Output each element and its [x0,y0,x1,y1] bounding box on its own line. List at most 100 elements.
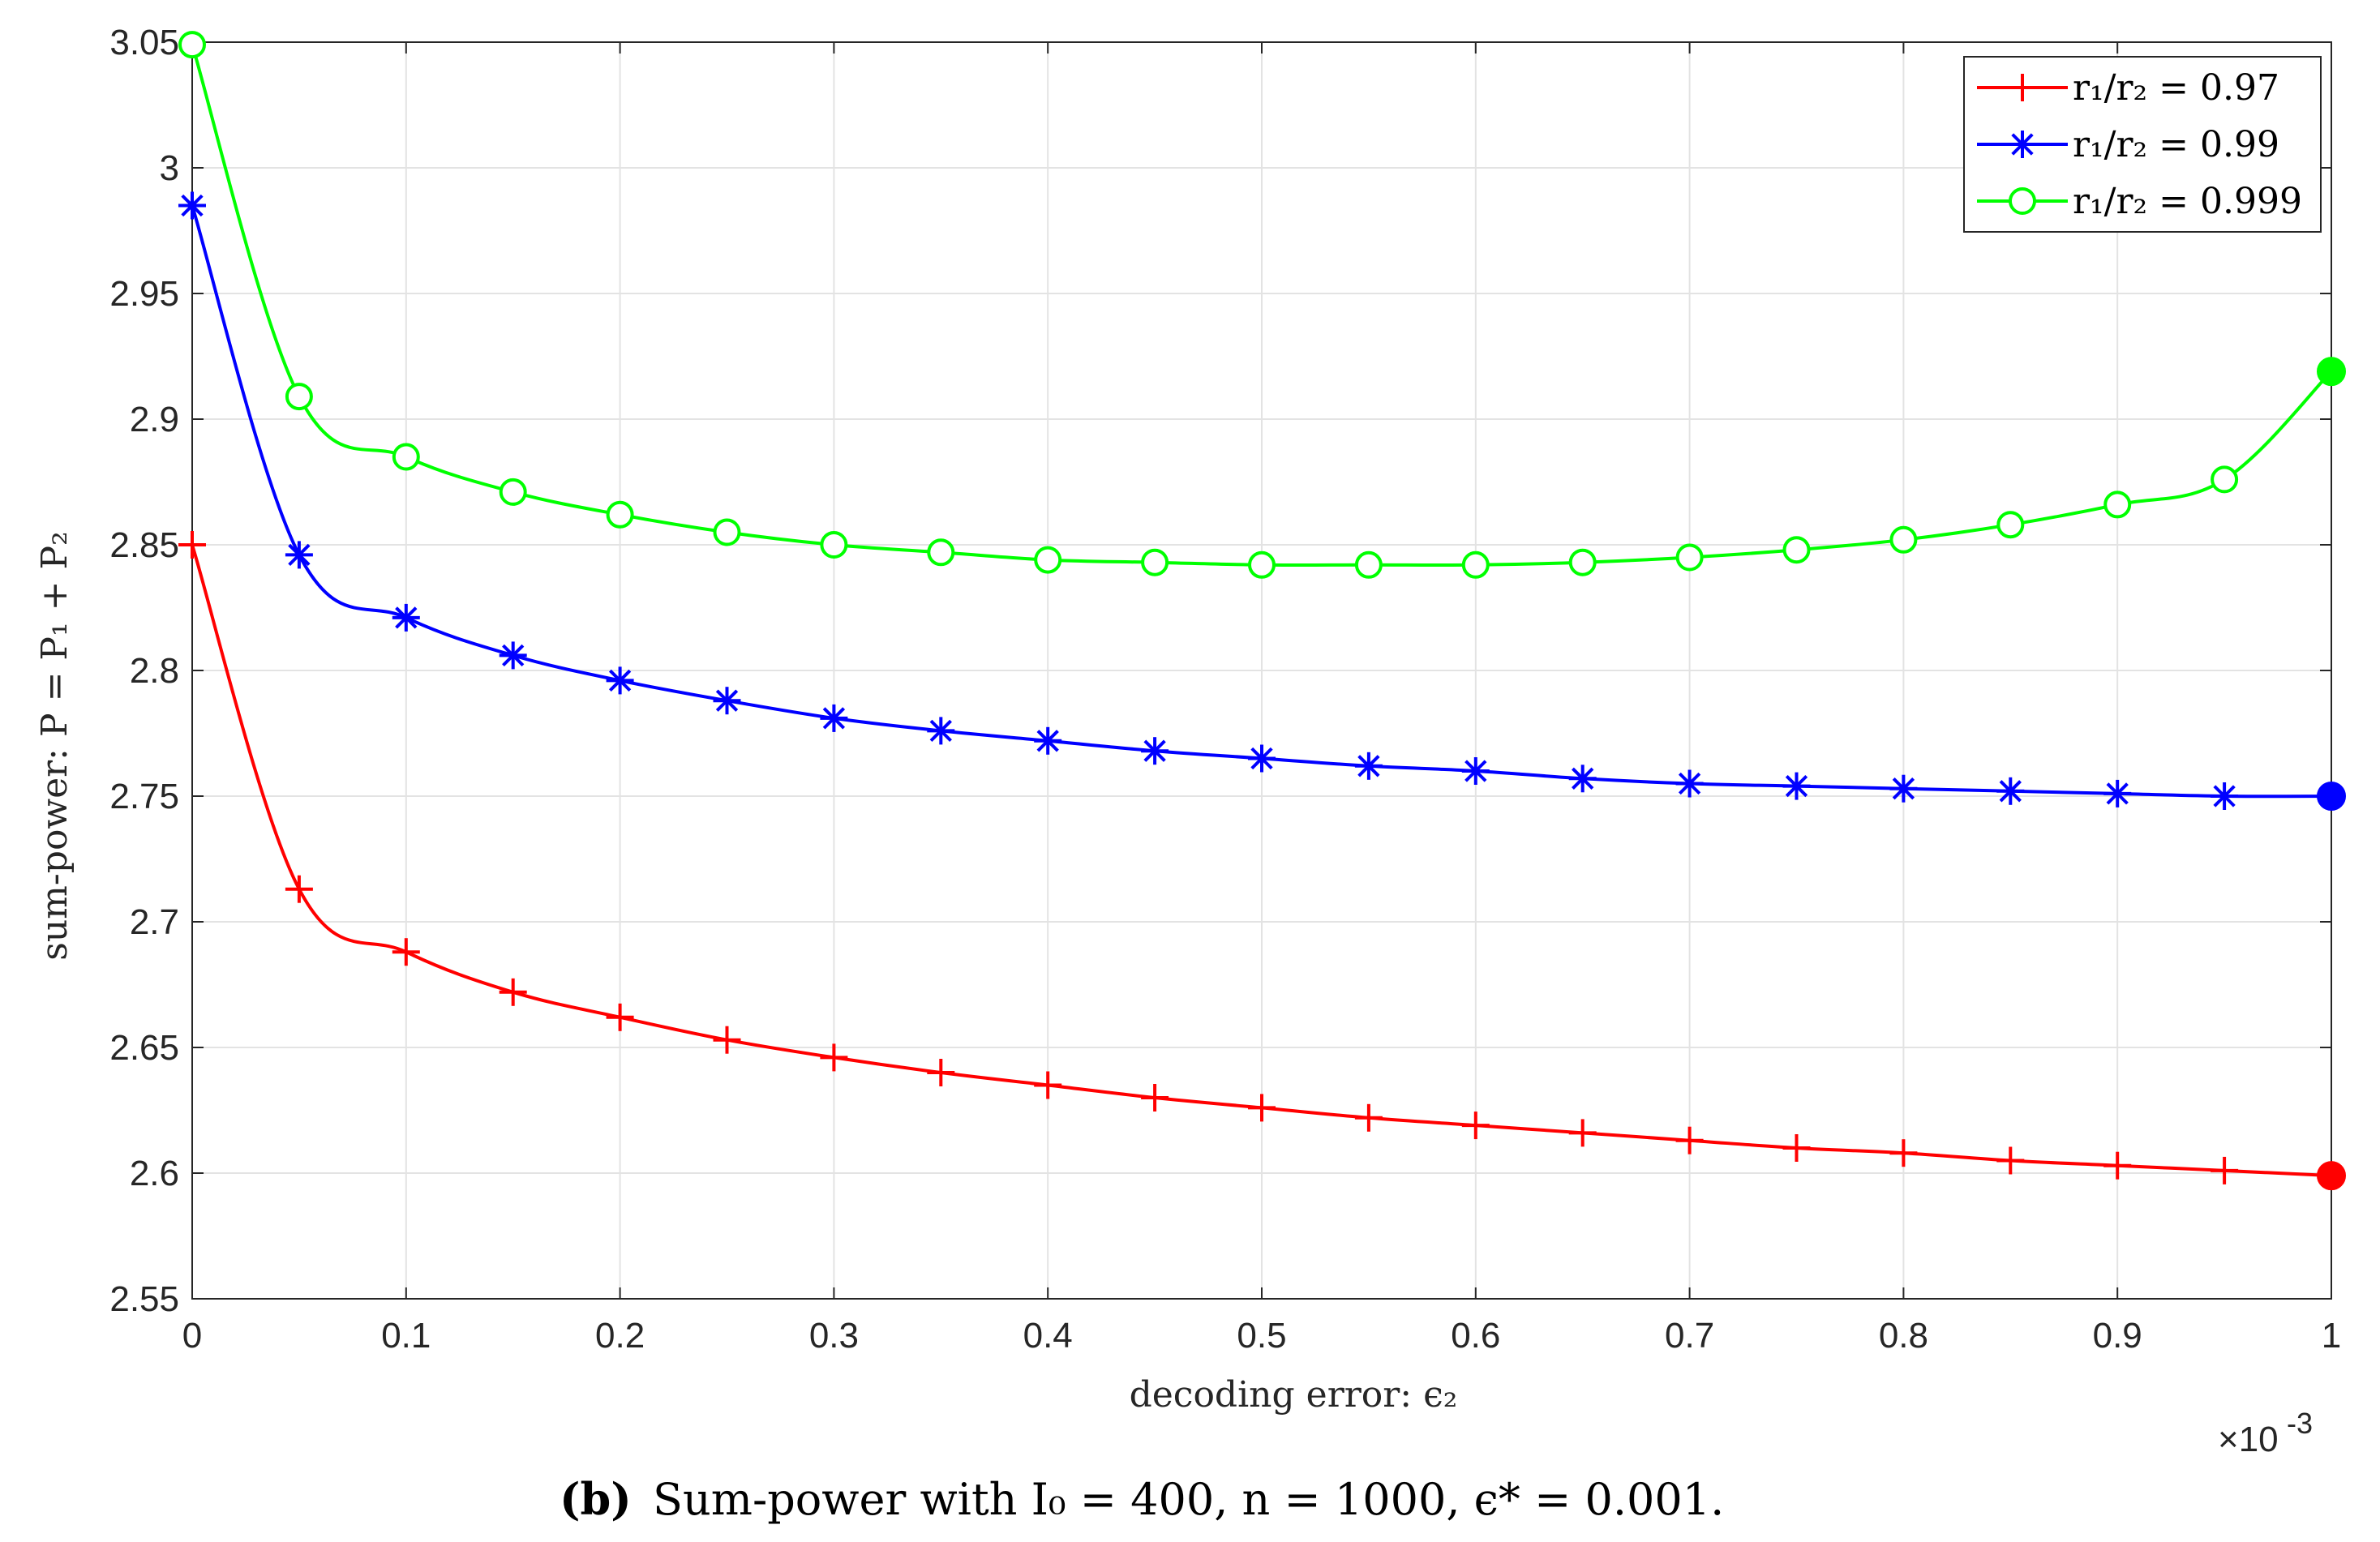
x-tick-label: 0.6 [1451,1316,1500,1356]
legend-label: r₁/r₂ = 0.97 [2073,67,2279,109]
x-exponent-base: ×10 [2218,1420,2279,1459]
data-point [178,31,206,59]
data-point [1889,525,1918,554]
data-point [606,1003,634,1031]
data-point [392,938,420,966]
data-point [178,531,206,559]
data-point [927,1059,955,1086]
data-point [1675,769,1704,798]
data-point [820,704,848,732]
x-tick-label: 0.4 [1023,1316,1073,1356]
y-tick-label: 2.7 [130,902,179,942]
x-tick-label: 0.1 [381,1316,431,1356]
axis-ticks: 0 0.1 0.2 0.3 0.4 0.5 0.6 0.7 0.8 0.9 1 2.55 2.6 2.65… [109,23,2341,1356]
data-point [1996,777,2025,805]
y-tick-label: 2.75 [109,777,179,816]
series-line [191,44,2333,568]
data-point [2211,1156,2239,1184]
data-point [499,978,527,1006]
x-tick-label: 0.2 [595,1316,645,1356]
data-point [392,443,420,471]
data-point [606,666,634,695]
x-tick-label: 0 [182,1316,202,1356]
series-line [191,204,2332,799]
data-point [1141,1084,1169,1112]
x-tick-label: 0.9 [2093,1316,2142,1356]
data-point [1141,737,1169,765]
data-point [1675,1126,1704,1154]
data-point [606,500,634,529]
data-point [2103,1151,2132,1180]
series-endpoint [2317,782,2346,811]
x-tick-label: 0.3 [809,1316,859,1356]
data-point [1782,1134,1811,1162]
data-point [1248,550,1276,579]
data-point [1248,1094,1276,1122]
x-exponent-power: -3 [2287,1407,2313,1440]
y-tick-label: 3 [160,148,179,188]
data-point [2103,490,2132,519]
y-tick-label: 2.85 [109,525,179,565]
y-tick-label: 2.95 [109,274,179,314]
x-tick-label: 0.7 [1665,1316,1714,1356]
data-point [2009,131,2036,158]
data-point [713,1026,741,1054]
data-point [1675,543,1704,572]
legend: r₁/r₂ = 0.97 r₁/r₂ = 0.99 r₁/r₂ = 0.999 [1963,56,2322,233]
data-point [713,518,741,546]
legend-entry: r₁/r₂ = 0.97 [1977,67,2279,109]
caption-text: Sum-power with I₀ = 400, n = 1000, ϵ* = … [653,1474,1724,1525]
legend-label: r₁/r₂ = 0.999 [2073,181,2302,222]
series-line [191,544,2332,1178]
data-point [1354,1103,1383,1132]
data-point [1889,1139,1918,1167]
data-point [1034,1071,1062,1099]
data-point [820,531,848,559]
data-point [285,383,313,411]
data-point [713,687,741,715]
data-point [1034,546,1062,574]
data-point [927,538,955,567]
data-point [499,478,527,506]
data-point [1461,757,1490,785]
y-tick-label: 2.55 [109,1279,179,1319]
data-point [1889,774,1918,803]
x-tick-label: 0.8 [1879,1316,1928,1356]
series-1 [178,531,2346,1191]
legend-entry: r₁/r₂ = 0.99 [1977,124,2279,165]
data-point [927,717,955,745]
data-point [1034,726,1062,755]
data-point [1568,765,1597,793]
caption-tag: (b) [560,1473,632,1525]
data-point [285,875,313,903]
data-point [2211,782,2239,810]
data-point [1461,550,1490,579]
figure-caption: (b) Sum-power with I₀ = 400, n = 1000, ϵ… [560,1473,1724,1525]
series-endpoint [2317,1161,2346,1191]
data-point [1782,536,1811,564]
series-layer [178,31,2346,1191]
data-point [820,1043,848,1072]
y-tick-label: 3.05 [109,23,179,62]
data-point [2009,187,2036,215]
series-3 [178,31,2346,579]
series-2 [178,191,2346,811]
x-tick-label: 0.5 [1237,1316,1286,1356]
data-point [1354,550,1383,579]
data-point [1996,1146,2025,1175]
y-tick-label: 2.8 [130,651,179,691]
data-point [178,191,206,220]
data-point [1461,1112,1490,1140]
data-point [1354,752,1383,780]
data-point [1568,1119,1597,1147]
y-tick-label: 2.65 [109,1028,179,1068]
x-exponent-label: ×10 -3 [2218,1407,2313,1459]
x-axis-title: decoding error: ϵ₂ [1130,1374,1458,1416]
y-tick-label: 2.6 [130,1154,179,1193]
series-endpoint [2317,357,2346,387]
data-point [2211,465,2239,494]
y-axis-title: sum-power: P = P₁ + P₂ [34,531,75,960]
data-point [1782,772,1811,800]
data-point [392,603,420,632]
